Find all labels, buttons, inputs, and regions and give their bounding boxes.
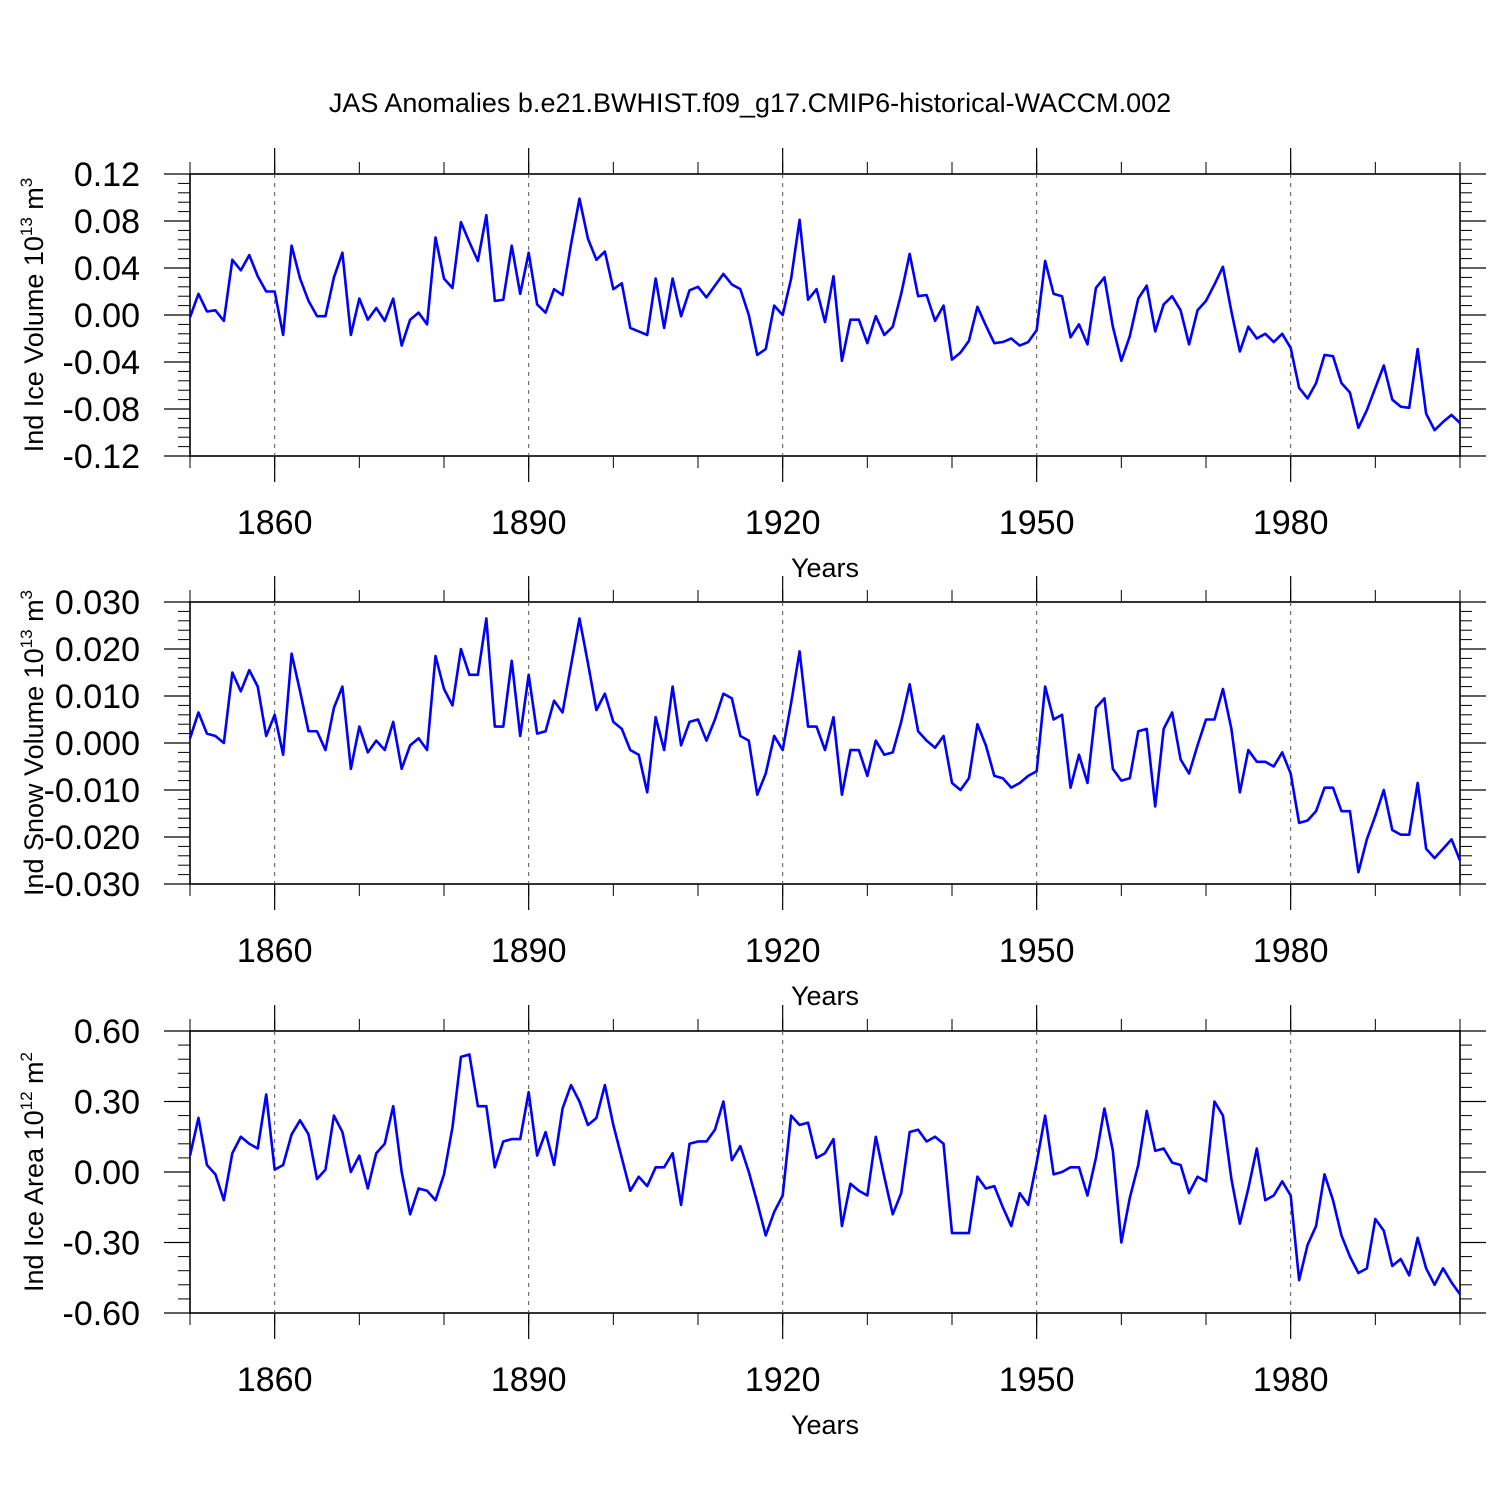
x-tick-label: 1950 xyxy=(999,932,1075,970)
x-tick-label: 1890 xyxy=(491,1361,567,1399)
y-axis-label-base: Ind Snow Volume 10 xyxy=(19,648,49,896)
x-tick-label: 1860 xyxy=(237,1361,313,1399)
y-tick-label: -0.60 xyxy=(63,1295,141,1333)
y-tick-label: 0.030 xyxy=(55,584,140,622)
y-axis-label-exponent: 13 xyxy=(17,217,36,236)
x-tick-label: 1920 xyxy=(745,1361,821,1399)
x-tick-label: 1860 xyxy=(237,504,313,542)
x-axis-label: Years xyxy=(791,553,859,583)
y-tick-label: 0.04 xyxy=(74,250,140,288)
y-axis-label-unit-exponent: 2 xyxy=(17,1052,36,1061)
x-tick-label: 1950 xyxy=(999,504,1075,542)
y-axis-label: Ind Snow Volume 1013 m3 xyxy=(17,590,49,896)
y-tick-label: 0.000 xyxy=(55,725,140,763)
y-axis-label-unit-exponent: 3 xyxy=(17,178,36,187)
x-tick-label: 1890 xyxy=(491,504,567,542)
series-line xyxy=(188,1053,1462,1295)
y-tick-label: 0.12 xyxy=(74,156,140,194)
chart-panel-1: 1860 1890 1920 1950 1980 Years 0.12 0.08 0.04 0.0… xyxy=(17,148,1486,583)
y-tick-label: 0.00 xyxy=(74,1154,140,1192)
y-tick-label: -0.020 xyxy=(44,819,140,857)
plot-frame xyxy=(189,1030,1461,1314)
y-axis-label-unit: m xyxy=(19,1061,49,1091)
chart-panel-3: 1860 1890 1920 1950 1980 Years 0.60 0.30 0.00 -0.… xyxy=(17,1005,1486,1440)
y-axis-label-exponent: 12 xyxy=(17,1091,36,1110)
x-tick-label: 1920 xyxy=(745,504,821,542)
x-axis-label: Years xyxy=(791,1410,859,1440)
y-tick-label: -0.030 xyxy=(44,866,140,904)
y-tick-label: 0.010 xyxy=(55,678,140,716)
y-tick-label: -0.12 xyxy=(63,438,141,476)
series-line xyxy=(188,197,1461,432)
y-axis-label-unit: m xyxy=(19,187,49,217)
x-tick-label: 1980 xyxy=(1253,932,1329,970)
x-tick-label: 1950 xyxy=(999,1361,1075,1399)
y-tick-label: 0.020 xyxy=(55,631,140,669)
y-tick-label: -0.04 xyxy=(63,344,141,382)
y-axis-label: Ind Ice Area 1012 m2 xyxy=(17,1052,49,1292)
y-tick-label: -0.30 xyxy=(63,1225,141,1263)
y-axis-label-exponent: 13 xyxy=(17,629,36,648)
y-axis-label-unit-exponent: 3 xyxy=(17,590,36,599)
y-tick-label: 0.08 xyxy=(74,203,140,241)
series-line xyxy=(188,617,1462,874)
y-tick-label: 0.30 xyxy=(74,1084,140,1122)
y-axis-label: Ind Ice Volume 1013 m3 xyxy=(17,178,49,453)
x-axis-label: Years xyxy=(791,981,859,1011)
y-tick-label: 0.00 xyxy=(74,297,140,335)
y-tick-label: -0.08 xyxy=(63,391,141,429)
y-axis-label-base: Ind Ice Area 10 xyxy=(19,1110,49,1292)
x-tick-label: 1980 xyxy=(1253,1361,1329,1399)
x-tick-label: 1860 xyxy=(237,932,313,970)
x-tick-label: 1920 xyxy=(745,932,821,970)
chart-panel-2: 1860 1890 1920 1950 1980 Years 0.030 0.020 0.010… xyxy=(17,576,1486,1011)
y-axis-label-unit: m xyxy=(19,599,49,629)
chart-title: JAS Anomalies b.e21.BWHIST.f09_g17.CMIP6… xyxy=(329,88,1171,118)
y-axis-label-base: Ind Ice Volume 10 xyxy=(19,236,49,452)
y-tick-label: -0.010 xyxy=(44,772,140,810)
x-tick-label: 1980 xyxy=(1253,504,1329,542)
y-tick-label: 0.60 xyxy=(74,1013,140,1051)
plot-frame xyxy=(189,601,1461,885)
x-tick-label: 1890 xyxy=(491,932,567,970)
